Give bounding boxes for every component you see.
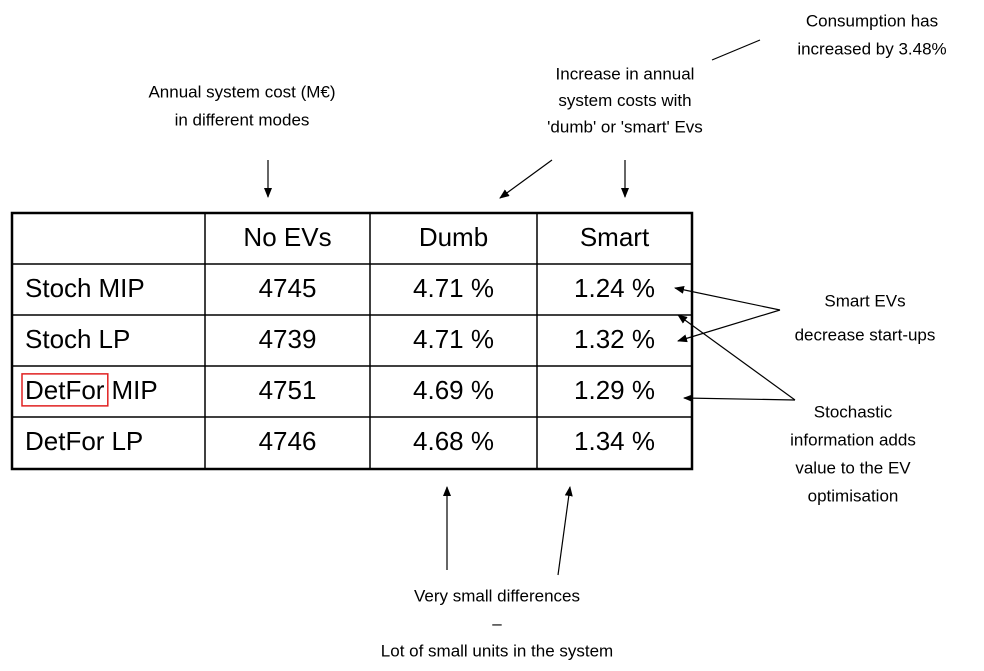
table-cell: 4.69 %	[413, 375, 494, 405]
row-label: DetFor MIP	[25, 375, 158, 405]
annotation-line: –	[492, 614, 502, 633]
row-label: DetFor LP	[25, 426, 143, 456]
annotation-line: Very small differences	[414, 586, 580, 605]
row-label-word: DetFor	[25, 375, 105, 405]
annotation-line: Lot of small units in the system	[381, 641, 613, 660]
table-cell: 4745	[259, 273, 317, 303]
row-label-word: Stoch	[25, 324, 92, 354]
annotation-line: in different modes	[175, 110, 310, 129]
table-cell: 1.24 %	[574, 273, 655, 303]
arrow	[683, 394, 796, 403]
annotation-line: system costs with	[558, 91, 691, 110]
table-cell: 4751	[259, 375, 317, 405]
row-label-word: DetFor	[25, 426, 105, 456]
table-border	[10, 211, 694, 471]
table-cell: 4746	[259, 426, 317, 456]
annotation-line: Stochastic	[814, 402, 893, 421]
annotation-line: Consumption has	[806, 11, 938, 30]
annotation-line: value to the EV	[795, 458, 911, 477]
table-cell: 4.68 %	[413, 426, 494, 456]
table-cell: 1.32 %	[574, 324, 655, 354]
annotation-line: information adds	[790, 430, 916, 449]
arrow	[677, 314, 796, 401]
annotation-line: 'dumb' or 'smart' Evs	[547, 117, 703, 136]
arrows	[264, 39, 796, 576]
column-header: Dumb	[419, 222, 488, 252]
annotation-line: Smart EVs	[824, 291, 905, 310]
table-cell: 1.34 %	[574, 426, 655, 456]
row-label: Stoch MIP	[25, 273, 145, 303]
row-label-word: Stoch	[25, 273, 92, 303]
row-label-word: LP	[99, 324, 131, 354]
annotation-line: Increase in annual	[556, 64, 695, 83]
arrow	[499, 159, 553, 199]
table-cell: 4.71 %	[413, 324, 494, 354]
annotation-line: decrease start-ups	[795, 325, 936, 344]
row-label-word: MIP	[111, 375, 157, 405]
row-label-word: MIP	[99, 273, 145, 303]
table-cell: 4739	[259, 324, 317, 354]
annotation-line: optimisation	[808, 486, 899, 505]
annotation-line: Annual system cost (M€)	[148, 82, 335, 101]
highlight-box	[21, 373, 109, 407]
connector	[711, 39, 761, 61]
row-label-word: LP	[111, 426, 143, 456]
table-grid	[10, 211, 694, 471]
column-header: No EVs	[243, 222, 331, 252]
table-cell: 1.29 %	[574, 375, 655, 405]
column-header: Smart	[580, 222, 650, 252]
annotation-line: increased by 3.48%	[797, 39, 946, 58]
row-label: Stoch LP	[25, 324, 130, 354]
arrow	[557, 486, 573, 576]
arrow	[677, 309, 781, 343]
table-cell: 4.71 %	[413, 273, 494, 303]
